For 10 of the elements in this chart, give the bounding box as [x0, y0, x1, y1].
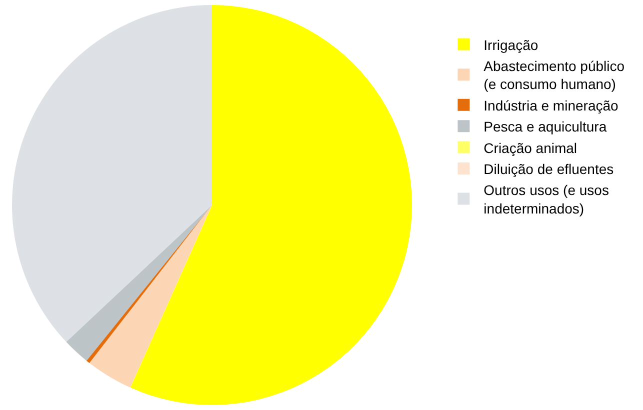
legend-label: Criação animal	[484, 140, 578, 156]
pie-slice	[130, 5, 412, 405]
legend-label: Irrigação	[484, 36, 538, 53]
legend-label: Pesca e aquicultura	[484, 118, 607, 135]
pie-slice	[12, 5, 212, 342]
legend-label: Outros usos (e usos indeterminados)	[484, 182, 609, 216]
legend-label: Diluição de efluentes	[484, 160, 614, 177]
pie-slice	[89, 205, 212, 388]
legend-label: Abastecimento público (e consumo humano)	[484, 58, 625, 92]
legend-label: Indústria e mineração	[484, 97, 619, 114]
